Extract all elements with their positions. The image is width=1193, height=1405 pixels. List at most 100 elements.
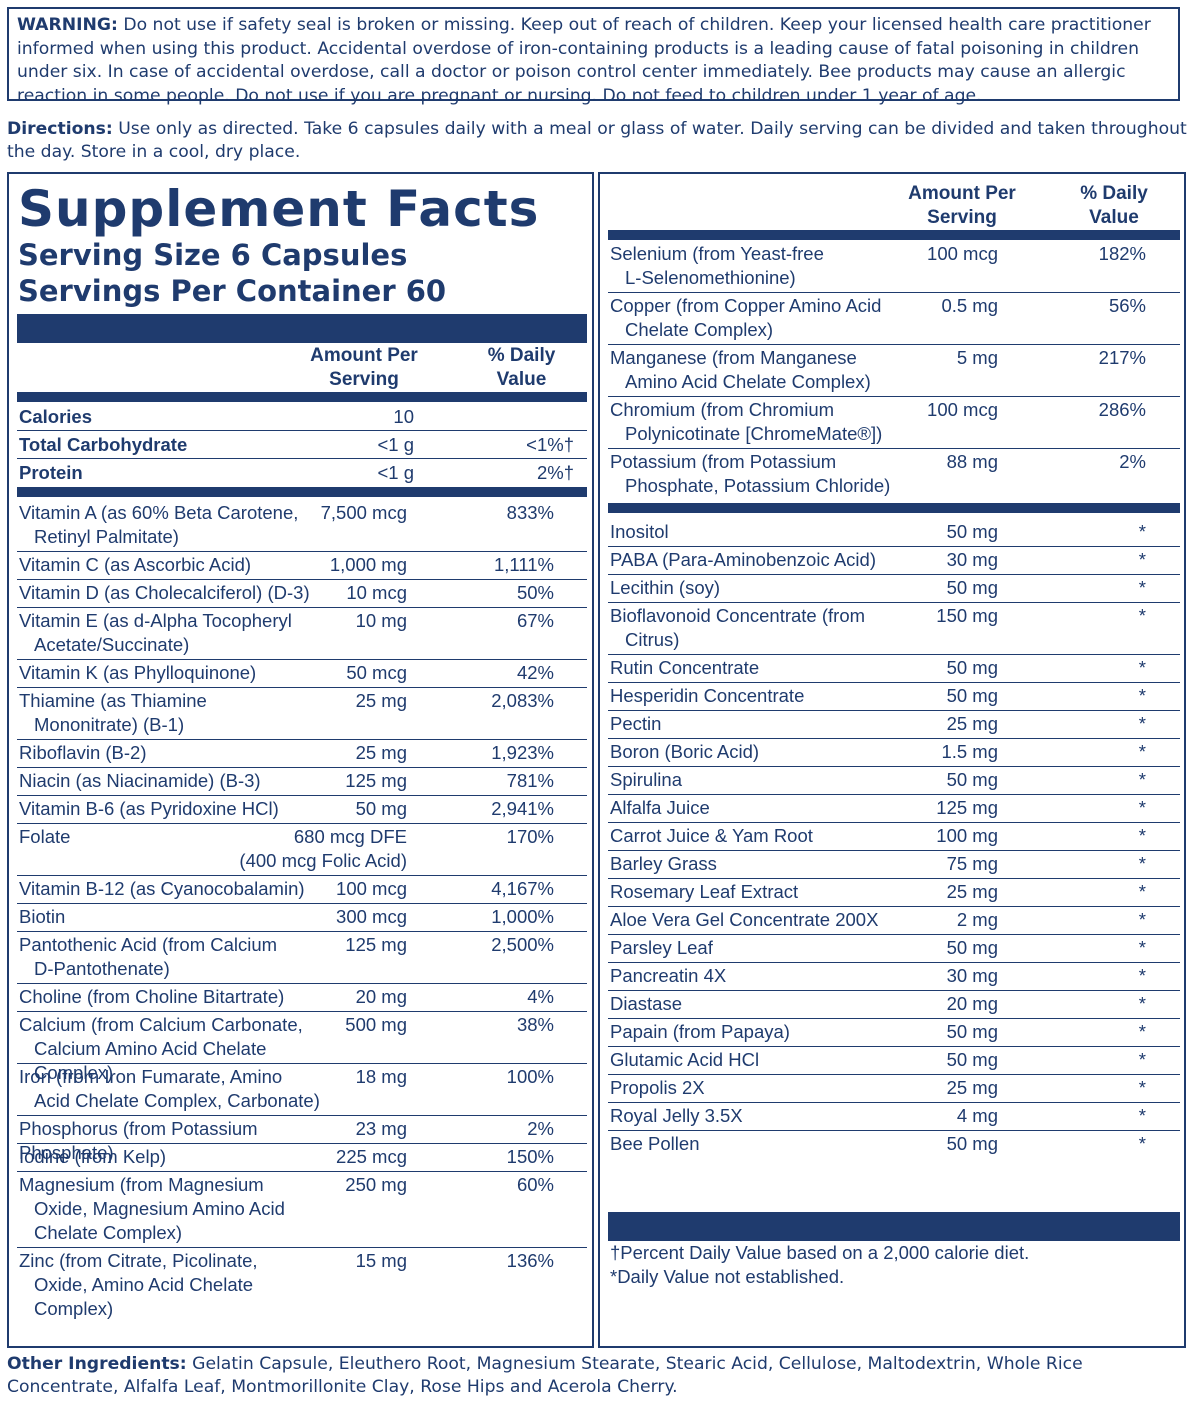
amount-per-serving: 50 mg: [947, 1132, 998, 1156]
row-divider: [608, 738, 1180, 739]
nutrient-name-line1: Potassium (from Potassium: [610, 451, 837, 472]
row-divider: [608, 906, 1180, 907]
nutrient-name-line1: Hesperidin Concentrate: [610, 685, 805, 706]
nutrient-name: Vitamin E (as d-Alpha Tocopheryl Acetate/…: [19, 609, 349, 657]
macro-name: Total Carbohydrate: [19, 434, 188, 455]
nutrient-name-line2: Mononitrate) (B-1): [34, 714, 185, 735]
nutrient-name-line1: Pantothenic Acid (from Calcium: [19, 934, 278, 955]
amount-value: 50 mg: [946, 769, 998, 790]
nutrient-name-line1: Vitamin D (as Cholecalciferol) (D-3): [19, 582, 310, 603]
dv-header-right: % Daily Value: [1066, 182, 1162, 230]
amount-value: 20 mg: [946, 993, 998, 1014]
nutrient-name: Pantothenic Acid (from Calcium D-Pantothe…: [19, 933, 349, 981]
amount-value: 2 mg: [956, 909, 998, 930]
amount-value: 23 mg: [355, 1118, 407, 1139]
nutrient-name: Riboflavin (B-2): [19, 741, 349, 765]
row-divider: [608, 1046, 1180, 1047]
row-divider: [608, 654, 1180, 655]
daily-value: *: [1138, 881, 1146, 902]
nutrient-name: Choline (from Choline Bitartrate): [19, 985, 349, 1009]
amount-value: 50 mg: [946, 577, 998, 598]
nutrient-name: Vitamin D (as Cholecalciferol) (D-3): [19, 581, 349, 605]
amount-value: 50 mg: [946, 1133, 998, 1154]
amount-per-serving: 100 mcg: [927, 242, 998, 266]
row-divider: [17, 1143, 587, 1144]
daily-value: *: [1138, 965, 1146, 986]
nutrient-name: Thiamine (as Thiamine Mononitrate) (B-1): [19, 689, 349, 737]
amount-value-line2: (400 mcg Folic Acid): [239, 850, 407, 871]
daily-value: *: [1138, 521, 1146, 542]
amount-header: Amount Per Serving: [304, 344, 424, 392]
nutrient-name-line2: L-Selenomethionine): [625, 267, 796, 288]
amount-per-serving: 680 mcg DFE (400 mcg Folic Acid): [239, 825, 407, 873]
nutrient-name-line1: Phosphorus (from Potassium Phosphate): [19, 1118, 258, 1163]
row-divider: [17, 739, 587, 740]
macro-amount: 10: [393, 406, 414, 427]
amount-value: 50 mg: [946, 657, 998, 678]
row-divider: [608, 822, 1180, 823]
botanical-row: Aloe Vera Gel Concentrate 200X 2 mg *: [610, 908, 1176, 936]
nutrient-name: PABA (Para-Aminobenzoic Acid): [610, 548, 920, 572]
mineral-row: Potassium (from Potassium Phosphate, Pota…: [610, 450, 1176, 502]
botanical-row: Barley Grass 75 mg *: [610, 852, 1176, 880]
botanical-row: Spirulina 50 mg *: [610, 768, 1176, 796]
nutrient-row: Vitamin E (as d-Alpha Tocopheryl Acetate/…: [19, 609, 584, 661]
amount-value: 125 mg: [345, 770, 407, 791]
daily-value: 1,923%: [491, 742, 554, 763]
mineral-row: Chromium (from Chromium Polynicotinate [C…: [610, 398, 1176, 450]
nutrient-name-line1: PABA (Para-Aminobenzoic Acid): [610, 549, 876, 570]
row-divider: [17, 1171, 587, 1172]
amount-per-serving: 150 mg: [936, 604, 998, 628]
nutrient-name-line1: Niacin (as Niacinamide) (B-3): [19, 770, 261, 791]
daily-value: 56%: [1108, 295, 1146, 316]
amount-value: 50 mg: [946, 1021, 998, 1042]
macro-divider: [17, 458, 587, 459]
supplement-facts-right-panel: Amount Per Serving % Daily Value Seleniu…: [598, 172, 1186, 1348]
daily-value: *: [1138, 1133, 1146, 1154]
row-divider: [608, 990, 1180, 991]
row-divider: [17, 795, 587, 796]
nutrient-name: Magnesium (from Magnesium Oxide, Magnesiu…: [19, 1173, 349, 1245]
footnote-not-established: *Daily Value not established.: [610, 1266, 845, 1287]
amount-per-serving: 4 mg: [957, 1104, 998, 1128]
nutrient-row: Magnesium (from Magnesium Oxide, Magnesiu…: [19, 1173, 584, 1249]
dv-header-line2: Value: [496, 369, 547, 390]
nutrient-row: Choline (from Choline Bitartrate) 20 mg 4%: [19, 985, 584, 1013]
nutrient-name-line1: Diastase: [610, 993, 682, 1014]
warning-label: WARNING:: [17, 15, 118, 35]
nutrient-name: Boron (Boric Acid): [610, 740, 920, 764]
nutrient-row: Iodine (from Kelp) 225 mcg 150%: [19, 1145, 584, 1173]
nutrient-name: Bee Pollen: [610, 1132, 920, 1156]
row-divider: [17, 931, 587, 932]
nutrient-name-line2: Amino Acid Chelate Complex): [625, 371, 871, 392]
botanical-row: Carrot Juice & Yam Root 100 mg *: [610, 824, 1176, 852]
nutrient-name-line2: Acetate/Succinate): [34, 634, 190, 655]
nutrient-name-line2: Oxide, Magnesium Amino Acid: [34, 1198, 285, 1219]
nutrient-name: Vitamin B-12 (as Cyanocobalamin): [19, 877, 349, 901]
nutrient-name-line1: Folate: [19, 826, 71, 847]
nutrient-name-line1: Parsley Leaf: [610, 937, 713, 958]
amount-per-serving: 50 mg: [947, 684, 998, 708]
row-divider: [17, 983, 587, 984]
amount-per-serving: 25 mg: [356, 689, 407, 713]
macro-dv: <1%†: [526, 434, 574, 455]
amount-value: 125 mg: [345, 934, 407, 955]
nutrient-name-line2: Polynicotinate [ChromeMate®]): [625, 423, 883, 444]
amount-per-serving: 25 mg: [947, 880, 998, 904]
row-divider: [608, 1074, 1180, 1075]
amount-per-serving: 75 mg: [947, 852, 998, 876]
botanical-row: Papain (from Papaya) 50 mg *: [610, 1020, 1176, 1048]
amount-per-serving: 18 mg: [356, 1065, 407, 1089]
nutrient-name: Lecithin (soy): [610, 576, 920, 600]
daily-value: *: [1138, 685, 1146, 706]
amount-value: 88 mg: [946, 451, 998, 472]
botanical-row: Propolis 2X 25 mg *: [610, 1076, 1176, 1104]
amount-per-serving: 88 mg: [947, 450, 998, 474]
daily-value: 50%: [516, 582, 554, 603]
nutrient-name: Aloe Vera Gel Concentrate 200X: [610, 908, 920, 932]
botanical-row: Bee Pollen 50 mg *: [610, 1132, 1176, 1160]
nutrient-name: Propolis 2X: [610, 1076, 920, 1100]
nutrient-name: Vitamin A (as 60% Beta Carotene, Retinyl …: [19, 501, 349, 549]
daily-value: *: [1138, 577, 1146, 598]
row-divider: [17, 875, 587, 876]
